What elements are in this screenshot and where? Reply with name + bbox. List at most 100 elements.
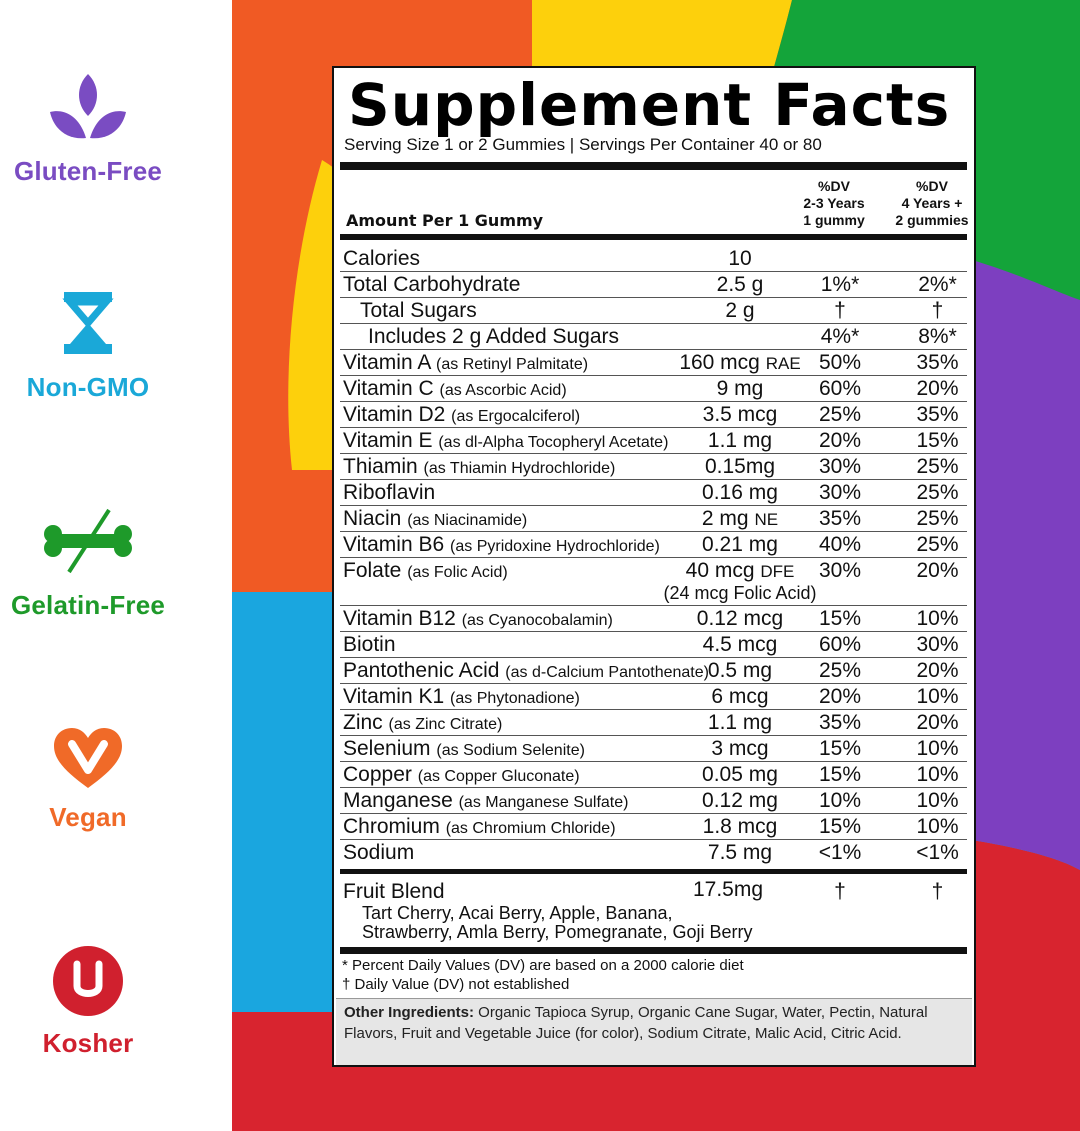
amount-value: 0.5 mg	[707, 659, 773, 682]
nutrient-name: Includes 2 g Added Sugars	[368, 324, 619, 350]
nutrient-amount: 0.12 mcg	[640, 606, 840, 632]
dv-value-1: 50%	[818, 351, 862, 374]
amount-value: 6 mcg	[711, 685, 769, 708]
nutrient-label: Chromium	[343, 815, 440, 838]
dv-value-2: 25%	[916, 455, 959, 478]
dv-value-1: 15%	[818, 763, 862, 786]
nutrient-name: Sodium	[343, 840, 414, 866]
amount-value: 3.5 mcg	[702, 403, 778, 426]
nutrient-label: Calories	[343, 247, 421, 270]
amount-value: 160 mcg	[679, 351, 760, 374]
nutrient-name: Vitamin E (as dl-Alpha Tocopheryl Acetat…	[343, 428, 668, 456]
dv-value-2: 20%	[916, 377, 959, 400]
dv-value-2: 10%	[916, 763, 959, 786]
dv-value-2: 25%	[916, 507, 959, 530]
amount-unit: DFE	[760, 562, 795, 581]
nutrient-name: Vitamin B6 (as Pyridoxine Hydrochloride)	[343, 532, 660, 560]
badge-label: Gluten-Free	[13, 156, 163, 186]
dv-value-1: 20%	[818, 429, 862, 452]
nutrient-source: (as Sodium Selenite)	[436, 742, 585, 759]
nutrient-label: Vitamin E	[343, 429, 433, 452]
dv-value-1: 4%*	[820, 325, 860, 348]
nutrient-row: Vitamin A (as Retinyl Palmitate) 160 mcg …	[340, 350, 967, 376]
dv-value-1: †	[834, 299, 846, 322]
nutrient-amount: 0.21 mg	[640, 532, 840, 558]
badge-label: Non-GMO	[26, 372, 150, 402]
amount-value: 9 mg	[716, 377, 764, 400]
other-ingredients-label: Other Ingredients:	[344, 1004, 475, 1021]
dv-value-1: 60%	[818, 633, 862, 656]
nutrient-source: (as Copper Gluconate)	[417, 768, 580, 785]
nutrient-source: (as Thiamin Hydrochloride)	[423, 460, 616, 477]
nutrient-label: Includes 2 g Added Sugars	[368, 325, 620, 348]
dv-value-1: 15%	[818, 737, 862, 760]
amount-value: 1.1 mg	[707, 429, 773, 452]
dv-value-2: 25%	[916, 481, 959, 504]
dv-column-header-2: %DV 4 Years + 2 gummies	[895, 178, 969, 228]
nutrient-label: Vitamin K1	[343, 685, 445, 708]
leaf-icon	[50, 74, 126, 139]
nutrient-row: Vitamin E (as dl-Alpha Tocopheryl Acetat…	[340, 428, 967, 454]
nutrient-row: Folate (as Folic Acid) 40 mcg DFE (24 mcg …	[340, 558, 967, 606]
dv-value-1: 10%	[818, 789, 862, 812]
nutrient-label: Copper	[343, 763, 412, 786]
nutrient-name: Total Carbohydrate	[343, 272, 520, 298]
nutrient-row: Vitamin C (as Ascorbic Acid) 9 mg 60% 20%	[340, 376, 967, 402]
nutrient-name: Total Sugars	[360, 298, 477, 324]
nutrient-label: Manganese	[343, 789, 453, 812]
nutrient-amount: 2 g	[640, 298, 840, 324]
dv-value-2: 25%	[916, 533, 959, 556]
nutrient-source: (as Cyanocobalamin)	[461, 612, 613, 629]
nutrient-label: Thiamin	[343, 455, 418, 478]
nutrient-name: Riboflavin	[343, 480, 435, 506]
nutrient-source: (as d-Calcium Pantothenate)	[505, 664, 709, 681]
nutrient-amount: 7.5 mg	[640, 840, 840, 866]
amount-value: 0.16 mg	[702, 481, 778, 504]
facts-title: Supplement Facts	[348, 71, 951, 139]
nutrient-source: (as Niacinamide)	[407, 512, 528, 529]
dv-value-2: †	[931, 299, 944, 322]
nutrient-row: Thiamin (as Thiamin Hydrochloride) 0.15mg…	[340, 454, 967, 480]
badge-non-gmo: Non-GMO	[0, 290, 176, 403]
nutrient-row: Total Sugars 2 g † †	[340, 298, 967, 324]
dv-value-2: 10%	[916, 737, 959, 760]
dv-value-2: 20%	[916, 711, 959, 734]
amount-value: 1.8 mcg	[702, 815, 778, 838]
nutrient-source: (as Retinyl Palmitate)	[436, 356, 589, 373]
nutrient-amount: 3 mcg	[640, 736, 840, 762]
nutrient-row: Selenium (as Sodium Selenite) 3 mcg 15% 10%	[340, 736, 967, 762]
dv-value-1: 20%	[818, 685, 862, 708]
nutrient-row: Includes 2 g Added Sugars 4%* 8%*	[340, 324, 967, 350]
nutrient-amount: 2 mg NE	[640, 506, 840, 533]
dv-value-1: 25%	[818, 659, 862, 682]
dv-value-1: 15%	[818, 815, 862, 838]
amount-value: 7.5 mg	[707, 841, 773, 864]
nutrient-amount: 3.5 mcg	[640, 402, 840, 428]
badge-kosher: Kosher	[0, 944, 176, 1059]
nutrient-label: Riboflavin	[343, 481, 436, 504]
badge-label: Kosher	[42, 1028, 134, 1058]
badge-gelatin-free: Gelatin-Free	[0, 508, 176, 621]
nutrient-label: Zinc	[343, 711, 383, 734]
thick-divider	[340, 162, 967, 170]
nutrient-row: Zinc (as Zinc Citrate) 1.1 mg 35% 20%	[340, 710, 967, 736]
nutrient-name: Niacin (as Niacinamide)	[343, 506, 527, 534]
nutrient-source: (as Ergocalciferol)	[451, 408, 581, 425]
nutrient-name: Manganese (as Manganese Sulfate)	[343, 788, 628, 816]
nutrient-label: Vitamin C	[343, 377, 434, 400]
nutrient-amount: 0.16 mg	[640, 480, 840, 506]
nutrient-source: (as dl-Alpha Tocopheryl Acetate)	[438, 434, 669, 451]
amount-value: 4.5 mcg	[702, 633, 778, 656]
nutrient-amount: 0.15mg	[640, 454, 840, 480]
amount-value: 2.5 g	[716, 273, 764, 296]
nutrient-name: Biotin	[343, 632, 396, 658]
nutrient-row: Vitamin D2 (as Ergocalciferol) 3.5 mcg 25%…	[340, 402, 967, 428]
nutrient-source: (as Ascorbic Acid)	[439, 382, 567, 399]
dna-icon	[62, 292, 114, 354]
dv-column-header-1: %DV 2-3 Years 1 gummy	[803, 178, 865, 228]
nutrient-name: Folate (as Folic Acid)	[343, 558, 508, 586]
nutrient-source: (as Manganese Sulfate)	[458, 794, 629, 811]
nutrient-label: Vitamin B12	[343, 607, 456, 630]
nutrient-label: Total Carbohydrate	[343, 273, 521, 296]
nutrient-row: Calories 10	[340, 246, 967, 272]
